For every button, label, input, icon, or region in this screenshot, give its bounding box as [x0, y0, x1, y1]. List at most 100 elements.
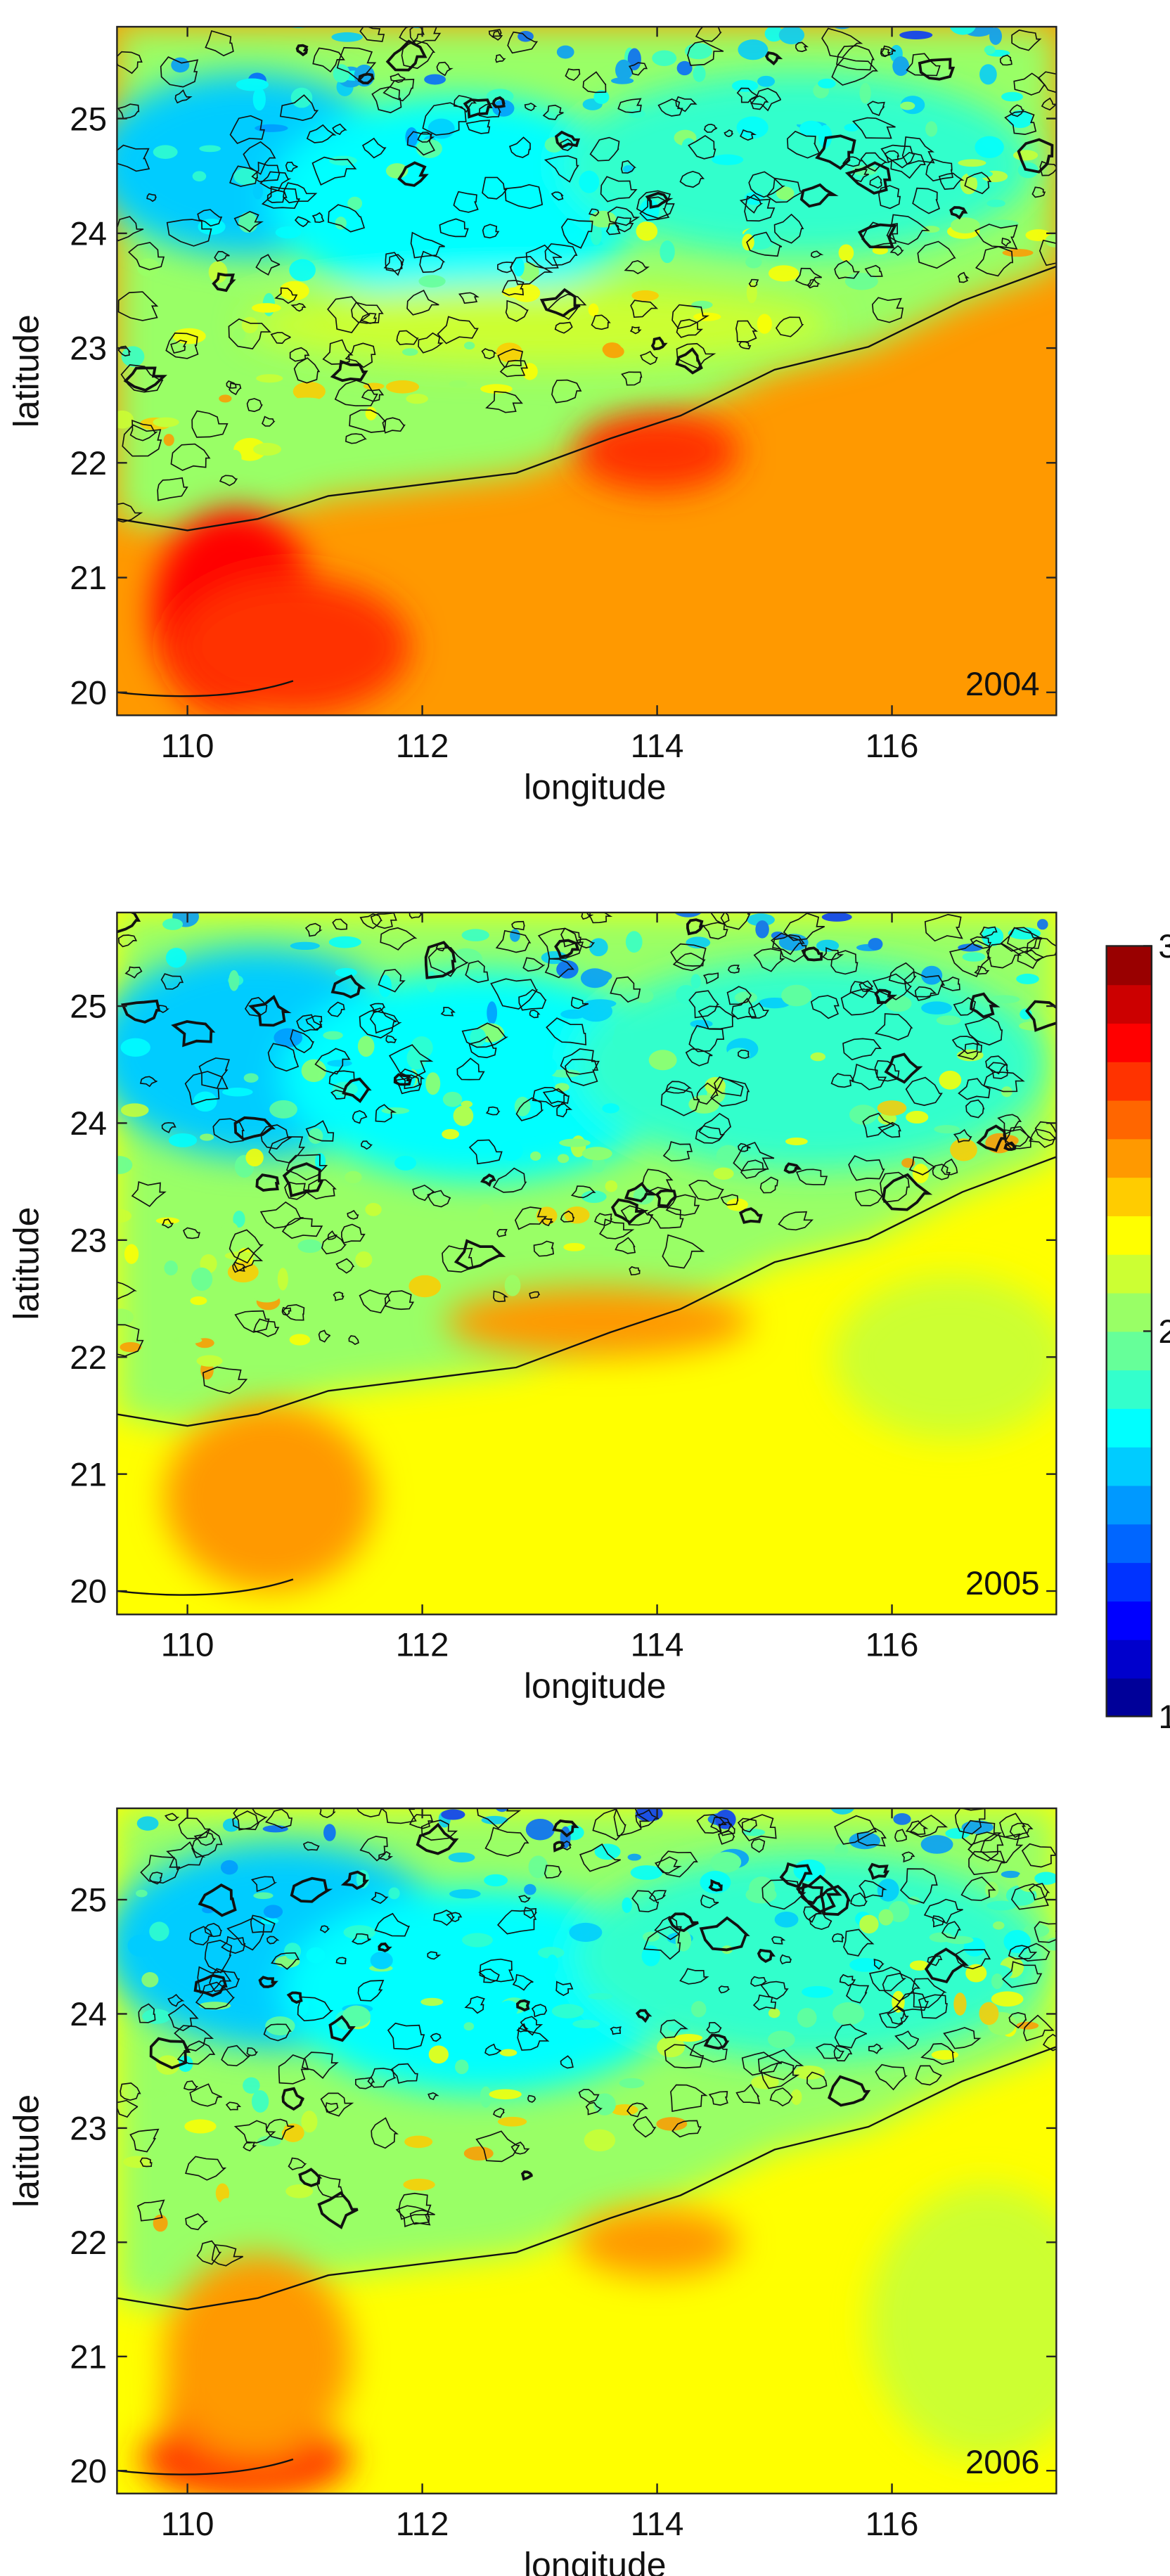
terrain-patch	[615, 59, 632, 81]
terrain-patch	[738, 39, 769, 60]
terrain-patch	[1046, 1938, 1057, 1951]
terrain-patch	[536, 1206, 558, 1225]
terrain-patch	[787, 109, 814, 125]
colorbar-level	[1106, 1023, 1152, 1062]
value-region	[164, 1403, 375, 1592]
terrain-patch	[136, 258, 160, 277]
coastline	[117, 1156, 1057, 1427]
terrain-patch	[580, 968, 610, 988]
terrain-patch	[746, 282, 757, 304]
terrain-patch	[455, 2059, 469, 2075]
terrain-patch	[327, 1060, 352, 1067]
terrain-patch	[532, 1056, 558, 1078]
colorbar-level	[1106, 1138, 1152, 1178]
terrain-patch	[588, 303, 599, 316]
terrain-patch	[589, 210, 617, 228]
topography-contours	[117, 912, 1057, 1394]
terrain-patch	[849, 1831, 881, 1850]
y-tick-label: 24	[70, 1105, 107, 1142]
terrain-patch	[162, 918, 184, 930]
terrain-patch	[428, 2045, 449, 2064]
terrain-patch	[888, 1900, 910, 1923]
terrain-patch	[612, 1029, 632, 1050]
x-axis-label: longitude	[524, 767, 667, 806]
terrain-patch	[736, 116, 769, 139]
terrain-patch	[636, 221, 658, 241]
terrain-patch	[290, 397, 323, 406]
terrain-patch	[153, 2214, 168, 2232]
terrain-patch	[602, 1103, 619, 1114]
terrain-patch	[975, 136, 1004, 158]
terrain-patch	[844, 273, 878, 290]
map-panel-2005: 110 112 114 116 20 21 22 23 24 25 longitude latitud…	[7, 911, 1058, 1706]
terrain-patch	[778, 934, 809, 951]
value-region	[246, 285, 834, 366]
terrain-patch	[241, 316, 259, 334]
terrain-patch	[297, 1239, 322, 1254]
terrain-patch	[627, 1853, 641, 1861]
terrain-patch	[168, 1133, 198, 1147]
terrain-patch	[191, 1267, 213, 1292]
terrain-patch	[117, 1156, 133, 1174]
terrain-patch	[931, 4, 964, 18]
terrain-patch	[331, 32, 363, 42]
terrain-patch	[428, 118, 455, 139]
terrain-patch	[556, 45, 574, 59]
terrain-patch	[263, 1905, 283, 1919]
terrain-patch	[256, 374, 283, 383]
terrain-patch	[579, 170, 600, 193]
colorbar-level	[1106, 1446, 1152, 1486]
terrain-patch	[778, 27, 805, 44]
y-tick-label: 23	[70, 2111, 107, 2148]
terrain-patch	[742, 1829, 766, 1836]
value-region	[868, 2185, 1057, 2459]
terrain-patch	[963, 7, 982, 25]
colorbar-tick-label: 3	[1158, 928, 1170, 965]
map-panel-2006: 110 112 114 116 20 21 22 23 24 25 longitude latitud…	[7, 1796, 1063, 2576]
terrain-patch	[462, 1933, 493, 1947]
terrain-patch	[480, 384, 513, 394]
terrain-patch	[163, 434, 174, 446]
plot-frame	[116, 911, 1058, 1616]
plot-frame	[116, 1807, 1058, 2494]
terrain-patch	[322, 2148, 347, 2158]
terrain-patch	[1038, 1796, 1063, 1808]
terrain-patch	[345, 1171, 362, 1184]
terrain-patch	[590, 224, 603, 245]
terrain-patch	[627, 48, 641, 71]
terrain-patch	[333, 64, 350, 83]
terrain-patch	[120, 1038, 150, 1057]
terrain-patch	[499, 2049, 518, 2056]
terrain-patch	[920, 1835, 953, 1854]
terrain-patch	[461, 1100, 473, 1108]
value-region	[164, 2253, 352, 2459]
terrain-patch	[137, 2089, 168, 2099]
terrain-patch	[584, 2129, 616, 2152]
terrain-patch	[378, 974, 392, 998]
value-region	[175, 577, 411, 716]
terrain-patch	[215, 2183, 230, 2203]
terrain-patch	[1012, 150, 1039, 161]
x-tick-label: 112	[396, 728, 449, 765]
y-tick-label: 25	[70, 101, 107, 138]
terrain-patch	[989, 27, 1002, 45]
colorbar-level	[1106, 1100, 1152, 1140]
terrain-patch	[696, 172, 707, 193]
terrain-patch	[799, 120, 823, 137]
terrain-patch	[537, 1947, 565, 1959]
terrain-patch	[625, 931, 643, 953]
terrain-patch	[641, 1945, 661, 1966]
terrain-patch	[522, 363, 538, 380]
terrain-patch	[958, 159, 986, 167]
terrain-patch	[602, 342, 622, 356]
terrain-patch	[859, 82, 871, 104]
y-axis-label: latitude	[7, 2094, 46, 2208]
terrain-patch	[734, 991, 758, 1004]
terrain-patch	[208, 261, 228, 283]
x-tick-label: 116	[866, 1627, 919, 1664]
terrain-patch	[589, 938, 608, 957]
x-tick-label: 112	[396, 2506, 449, 2543]
terrain-patch	[141, 1972, 159, 1988]
terrain-patch	[551, 2004, 584, 2018]
terrain-patch	[124, 1244, 139, 1264]
